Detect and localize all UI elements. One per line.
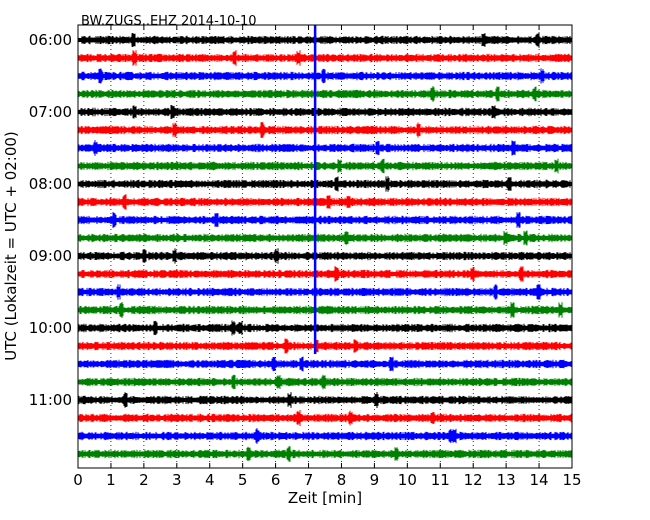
trace-11:30 (78, 428, 572, 444)
trace-09:45 (78, 302, 572, 318)
x-tick-label: 0 (73, 471, 83, 489)
x-tick-label: 10 (398, 471, 417, 489)
x-tick-label: 6 (271, 471, 281, 489)
y-tick-label: 11:00 (29, 391, 72, 409)
trace-08:45 (78, 230, 572, 246)
trace-07:45 (78, 158, 572, 174)
x-tick-label: 15 (562, 471, 581, 489)
trace-09:30 (78, 284, 572, 300)
y-axis-label: UTC (Lokalzeit = UTC + 02:00) (2, 131, 20, 361)
x-tick-label: 2 (139, 471, 149, 489)
x-axis-label: Zeit [min] (288, 489, 362, 507)
x-tick-label: 5 (238, 471, 248, 489)
plot-frame (77, 24, 573, 469)
y-tick-label: 08:00 (29, 175, 72, 193)
trace-06:15 (78, 50, 572, 66)
x-tick-label: 8 (337, 471, 347, 489)
trace-11:45 (78, 446, 572, 462)
y-tick-label: 09:00 (29, 247, 72, 265)
trace-07:30 (78, 140, 572, 156)
y-tick-label: 06:00 (29, 31, 72, 49)
trace-06:45 (78, 86, 572, 102)
x-tick-label: 7 (304, 471, 314, 489)
trace-06:00 (78, 32, 572, 48)
x-tick-label: 1 (106, 471, 116, 489)
trace-08:15 (78, 194, 572, 210)
trace-10:30 (78, 356, 572, 372)
x-tick-label: 9 (370, 471, 380, 489)
trace-11:00 (78, 392, 572, 408)
y-tick-label: 10:00 (29, 319, 72, 337)
x-tick-label: 12 (464, 471, 483, 489)
y-tick-label: 07:00 (29, 103, 72, 121)
x-tick-label: 14 (530, 471, 549, 489)
trace-07:00 (78, 105, 572, 119)
trace-08:00 (78, 176, 572, 192)
x-tick-label: 13 (497, 471, 516, 489)
x-tick-label: 11 (431, 471, 450, 489)
trace-10:00 (78, 320, 572, 336)
trace-09:15 (78, 266, 572, 282)
x-tick-label: 3 (172, 471, 182, 489)
traces (78, 32, 572, 462)
trace-09:00 (78, 248, 572, 264)
trace-10:45 (78, 374, 572, 390)
x-tick-label: 4 (205, 471, 215, 489)
y-axis-ticks: 06:00 07:00 08:00 09:00 10:00 11:00 (29, 31, 572, 409)
trace-07:15 (78, 122, 572, 138)
trace-10:15 (78, 338, 572, 354)
trace-08:30 (78, 212, 572, 228)
trace-06:30 (78, 68, 572, 84)
trace-11:15 (78, 410, 572, 426)
chart-title: BW.ZUGS..EHZ 2014-10-10 (81, 14, 257, 29)
x-axis-ticks: 0 1 2 3 4 5 6 7 8 9 10 11 12 13 14 15 (73, 25, 582, 489)
